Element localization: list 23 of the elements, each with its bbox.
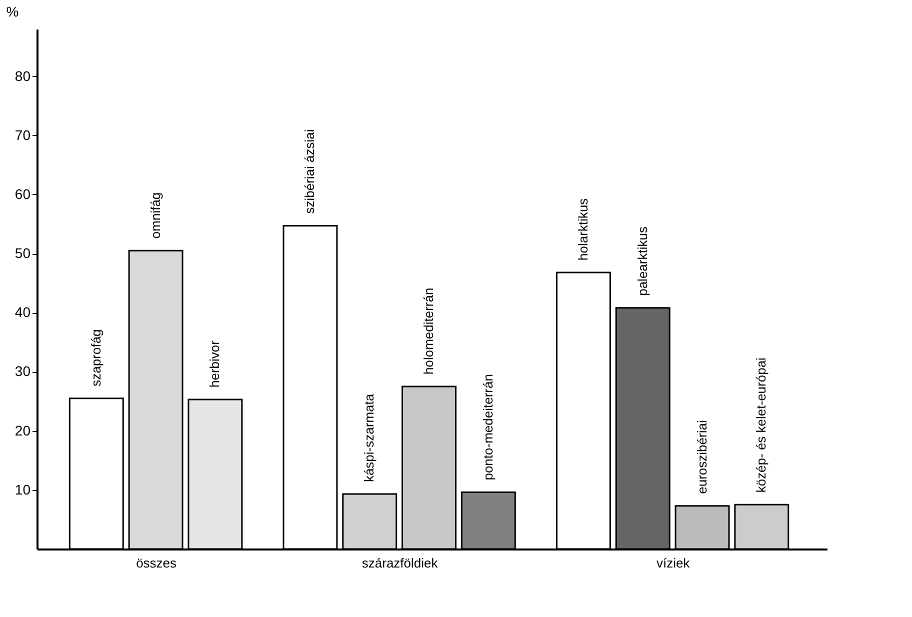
text: közép- és kelet-európai (754, 357, 769, 493)
text: ponto-medeiterrán (480, 374, 496, 480)
text: omnifág (148, 192, 163, 239)
x-tick-label: összes (136, 556, 178, 570)
y-tick-label: 40 (14, 304, 31, 320)
text: herbivor (207, 340, 222, 388)
y-tick-label: 10 (14, 481, 31, 498)
y-tick-label: 70 (14, 126, 31, 143)
text: szibériai ázsiai (302, 129, 318, 214)
y-axis-title: % (6, 4, 19, 20)
x-tick-label: szárazföldiek (362, 556, 438, 570)
y-tick-label: 20 (14, 422, 31, 438)
text: holarktikus (575, 198, 590, 260)
y-tick-label: 50 (14, 245, 31, 262)
text: euroszibériai (694, 420, 710, 494)
text: holomediterrán (421, 288, 436, 374)
text: káspi-szarmata (362, 393, 377, 482)
y-tick-label: 80 (14, 68, 31, 84)
x-tick-label: víziek (656, 556, 690, 570)
text: szaprofág (88, 329, 104, 386)
text: palearktikus (634, 226, 650, 296)
y-tick-label: 30 (14, 363, 31, 380)
y-tick-label: 60 (14, 186, 31, 202)
